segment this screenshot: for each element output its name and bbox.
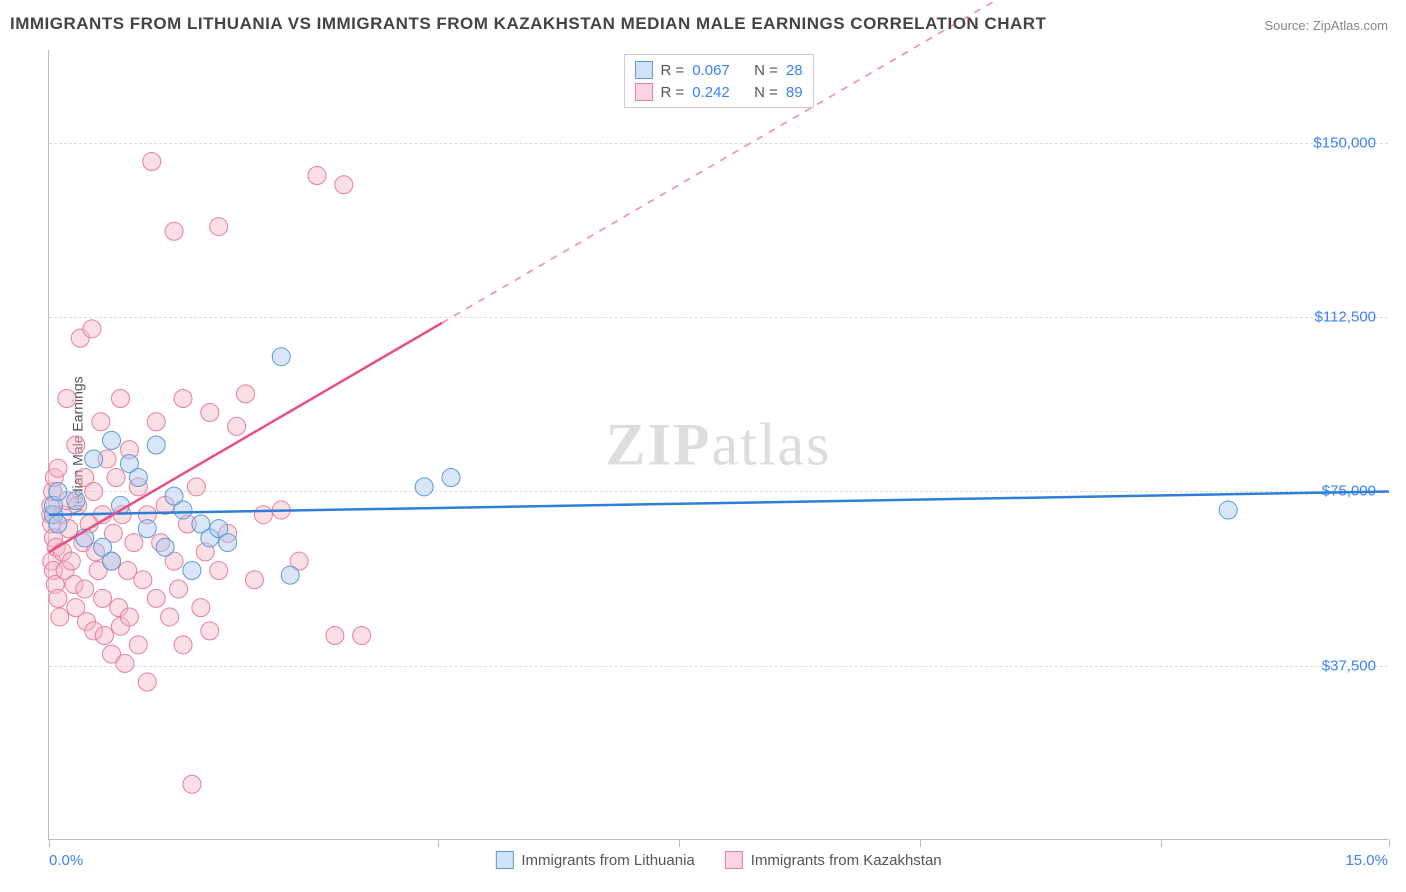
data-point-kazakhstan: [237, 385, 255, 403]
data-point-lithuania: [138, 520, 156, 538]
data-point-lithuania: [147, 436, 165, 454]
data-point-kazakhstan: [92, 413, 110, 431]
chart-title: IMMIGRANTS FROM LITHUANIA VS IMMIGRANTS …: [10, 14, 1046, 34]
data-point-kazakhstan: [138, 673, 156, 691]
data-point-kazakhstan: [165, 222, 183, 240]
n-value-kazakhstan: 89: [786, 84, 803, 101]
data-point-kazakhstan: [143, 153, 161, 171]
legend-row-lithuania: R = 0.067 N = 28: [634, 59, 802, 81]
data-point-kazakhstan: [134, 571, 152, 589]
data-point-lithuania: [442, 469, 460, 487]
data-point-kazakhstan: [335, 176, 353, 194]
x-max-label: 15.0%: [1345, 852, 1388, 869]
legend-row-kazakhstan: R = 0.242 N = 89: [634, 81, 802, 103]
plot-area: ZIPatlas R = 0.067 N = 28 R = 0.242 N = …: [48, 50, 1388, 840]
data-point-kazakhstan: [161, 608, 179, 626]
data-point-lithuania: [183, 561, 201, 579]
xtick: [438, 839, 439, 847]
source-label: Source: ZipAtlas.com: [1264, 18, 1388, 33]
data-point-kazakhstan: [85, 482, 103, 500]
xtick: [49, 839, 50, 847]
xtick: [920, 839, 921, 847]
data-point-kazakhstan: [192, 599, 210, 617]
bottom-legend: Immigrants from Lithuania Immigrants fro…: [495, 851, 941, 869]
data-point-kazakhstan: [147, 589, 165, 607]
chart-container: IMMIGRANTS FROM LITHUANIA VS IMMIGRANTS …: [0, 0, 1406, 892]
legend-stats-box: R = 0.067 N = 28 R = 0.242 N = 89: [623, 54, 813, 108]
data-point-kazakhstan: [95, 627, 113, 645]
trendline-dashed-kazakhstan: [442, 0, 1389, 323]
data-point-kazakhstan: [62, 552, 80, 570]
data-point-kazakhstan: [201, 622, 219, 640]
data-point-kazakhstan: [107, 469, 125, 487]
swatch-lithuania-bottom: [495, 851, 513, 869]
data-point-lithuania: [272, 348, 290, 366]
legend-item-lithuania: Immigrants from Lithuania: [495, 851, 694, 869]
data-point-lithuania: [103, 431, 121, 449]
data-point-kazakhstan: [187, 478, 205, 496]
data-point-kazakhstan: [120, 608, 138, 626]
legend-item-kazakhstan: Immigrants from Kazakhstan: [725, 851, 942, 869]
data-point-kazakhstan: [125, 534, 143, 552]
data-point-kazakhstan: [201, 403, 219, 421]
swatch-kazakhstan-bottom: [725, 851, 743, 869]
data-point-kazakhstan: [76, 580, 94, 598]
data-point-kazakhstan: [254, 506, 272, 524]
r-prefix: R =: [660, 84, 684, 101]
data-point-kazakhstan: [174, 636, 192, 654]
data-point-kazakhstan: [174, 390, 192, 408]
xtick: [1161, 839, 1162, 847]
chart-svg: [49, 50, 1388, 839]
data-point-kazakhstan: [147, 413, 165, 431]
data-point-kazakhstan: [49, 459, 67, 477]
data-point-kazakhstan: [116, 654, 134, 672]
swatch-kazakhstan: [634, 83, 652, 101]
data-point-lithuania: [281, 566, 299, 584]
n-prefix: N =: [754, 62, 778, 79]
trendline-solid-lithuania: [49, 491, 1389, 514]
data-point-kazakhstan: [326, 627, 344, 645]
r-prefix: R =: [660, 62, 684, 79]
xtick: [1389, 839, 1390, 847]
data-point-lithuania: [49, 515, 67, 533]
data-point-kazakhstan: [111, 390, 129, 408]
data-point-lithuania: [156, 538, 174, 556]
data-point-kazakhstan: [353, 627, 371, 645]
data-point-kazakhstan: [228, 417, 246, 435]
data-point-kazakhstan: [58, 390, 76, 408]
x-min-label: 0.0%: [49, 852, 83, 869]
data-point-lithuania: [129, 469, 147, 487]
data-point-lithuania: [67, 492, 85, 510]
data-point-kazakhstan: [183, 775, 201, 793]
data-point-lithuania: [174, 501, 192, 519]
data-point-lithuania: [49, 482, 67, 500]
data-point-lithuania: [219, 534, 237, 552]
data-point-kazakhstan: [210, 218, 228, 236]
data-point-lithuania: [103, 552, 121, 570]
data-point-lithuania: [1219, 501, 1237, 519]
n-prefix: N =: [754, 84, 778, 101]
data-point-kazakhstan: [49, 589, 67, 607]
series-name-kazakhstan: Immigrants from Kazakhstan: [751, 852, 942, 869]
data-point-lithuania: [415, 478, 433, 496]
data-point-kazakhstan: [245, 571, 263, 589]
data-point-kazakhstan: [129, 636, 147, 654]
data-point-kazakhstan: [210, 561, 228, 579]
data-point-kazakhstan: [67, 436, 85, 454]
xtick: [679, 839, 680, 847]
data-point-kazakhstan: [308, 166, 326, 184]
r-value-kazakhstan: 0.242: [692, 84, 730, 101]
n-value-lithuania: 28: [786, 62, 803, 79]
swatch-lithuania: [634, 61, 652, 79]
data-point-kazakhstan: [83, 320, 101, 338]
data-point-kazakhstan: [170, 580, 188, 598]
data-point-kazakhstan: [51, 608, 69, 626]
r-value-lithuania: 0.067: [692, 62, 730, 79]
data-point-kazakhstan: [94, 589, 112, 607]
series-name-lithuania: Immigrants from Lithuania: [521, 852, 694, 869]
data-point-lithuania: [85, 450, 103, 468]
